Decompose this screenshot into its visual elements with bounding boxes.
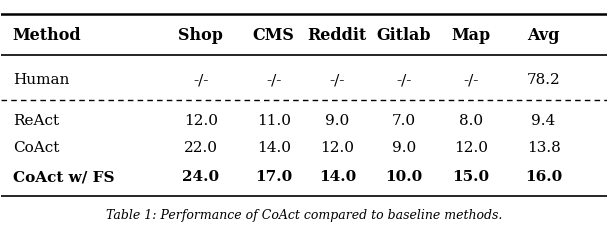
Text: 12.0: 12.0 <box>184 113 218 127</box>
Text: 14.0: 14.0 <box>257 140 291 154</box>
Text: Map: Map <box>451 27 491 44</box>
Text: Method: Method <box>13 27 81 44</box>
Text: 14.0: 14.0 <box>319 169 356 183</box>
Text: 9.4: 9.4 <box>531 113 556 127</box>
Text: 10.0: 10.0 <box>385 169 423 183</box>
Text: 17.0: 17.0 <box>255 169 292 183</box>
Text: 9.0: 9.0 <box>325 113 350 127</box>
Text: 9.0: 9.0 <box>392 140 416 154</box>
Text: Reddit: Reddit <box>308 27 367 44</box>
Text: Table 1: Performance of CoAct compared to baseline methods.: Table 1: Performance of CoAct compared t… <box>106 208 502 221</box>
Text: Avg: Avg <box>527 27 560 44</box>
Text: -/-: -/- <box>266 73 282 87</box>
Text: 24.0: 24.0 <box>182 169 219 183</box>
Text: Gitlab: Gitlab <box>377 27 431 44</box>
Text: 22.0: 22.0 <box>184 140 218 154</box>
Text: 16.0: 16.0 <box>525 169 562 183</box>
Text: 7.0: 7.0 <box>392 113 416 127</box>
Text: 12.0: 12.0 <box>320 140 354 154</box>
Text: -/-: -/- <box>330 73 345 87</box>
Text: 78.2: 78.2 <box>527 73 561 87</box>
Text: 8.0: 8.0 <box>459 113 483 127</box>
Text: 15.0: 15.0 <box>452 169 489 183</box>
Text: CMS: CMS <box>253 27 295 44</box>
Text: 13.8: 13.8 <box>527 140 561 154</box>
Text: Shop: Shop <box>178 27 223 44</box>
Text: -/-: -/- <box>193 73 209 87</box>
Text: Human: Human <box>13 73 69 87</box>
Text: -/-: -/- <box>463 73 478 87</box>
Text: CoAct: CoAct <box>13 140 59 154</box>
Text: ReAct: ReAct <box>13 113 59 127</box>
Text: CoAct w/ FS: CoAct w/ FS <box>13 169 114 183</box>
Text: 12.0: 12.0 <box>454 140 488 154</box>
Text: 11.0: 11.0 <box>257 113 291 127</box>
Text: -/-: -/- <box>396 73 412 87</box>
